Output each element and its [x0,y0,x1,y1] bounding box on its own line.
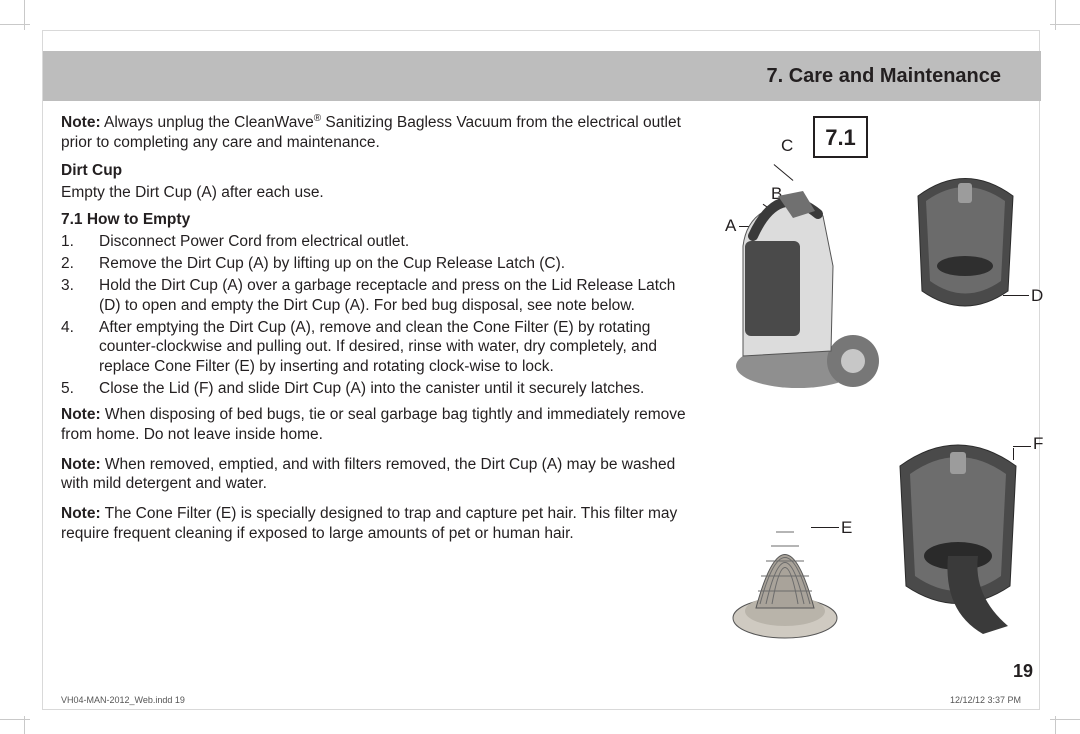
step-text: Disconnect Power Cord from electrical ou… [99,233,409,250]
step-item: 1. Disconnect Power Cord from electrical … [61,232,701,252]
step-number: 5. [61,379,91,399]
howto-heading: 7.1 How to Empty [61,210,701,230]
dirtcup-top-illustration [908,171,1023,321]
vacuum-illustration [723,186,883,396]
steps-list: 1. Disconnect Power Cord from electrical … [61,232,701,399]
crop-mark [0,719,30,720]
step-number: 1. [61,232,91,252]
step-text: Remove the Dirt Cup (A) by lifting up on… [99,255,565,272]
note-text: The Cone Filter (E) is specially designe… [61,505,677,542]
step-text: Hold the Dirt Cup (A) over a garbage rec… [99,277,675,314]
note-label: Note: [61,114,101,131]
step-number: 2. [61,254,91,274]
footer: VH04-MAN-2012_Web.indd 19 12/12/12 3:37 … [61,695,1021,705]
footer-left: VH04-MAN-2012_Web.indd 19 [61,695,185,705]
dirtcup-body: Empty the Dirt Cup (A) after each use. [61,183,701,203]
note-text: When disposing of bed bugs, tie or seal … [61,406,686,443]
section-header: 7. Care and Maintenance [43,51,1041,101]
step-item: 5. Close the Lid (F) and slide Dirt Cup (… [61,379,701,399]
note-2: Note: When disposing of bed bugs, tie or… [61,405,701,445]
cone-filter-illustration [728,496,843,646]
note-3: Note: When removed, emptied, and with fi… [61,455,701,495]
step-text: After emptying the Dirt Cup (A), remove … [99,319,657,376]
crop-mark [24,716,25,734]
figure-number: 7.1 [813,116,868,158]
step-item: 2. Remove the Dirt Cup (A) by lifting up … [61,254,701,274]
note-1: Note: Always unplug the CleanWave® Sanit… [61,113,701,153]
dirtcup-bottom-illustration [888,436,1028,636]
section-title: 7. Care and Maintenance [766,65,1001,88]
note-label: Note: [61,456,101,473]
step-number: 4. [61,318,91,338]
figure-7-1: 7.1 C B A D F E [713,116,1023,676]
dirtcup-heading: Dirt Cup [61,161,701,181]
page-number: 19 [1013,661,1033,682]
note-text: Always unplug the CleanWave [101,114,314,131]
footer-right: 12/12/12 3:37 PM [950,695,1021,705]
note-label: Note: [61,505,101,522]
callout-D: D [1031,286,1043,306]
reg-mark: ® [314,113,321,124]
body-text: Note: Always unplug the CleanWave® Sanit… [61,113,701,550]
crop-mark [1055,0,1056,30]
step-text: Close the Lid (F) and slide Dirt Cup (A)… [99,380,644,397]
note-4: Note: The Cone Filter (E) is specially d… [61,504,701,544]
callout-F: F [1033,434,1043,454]
crop-mark [0,24,30,25]
page-frame: 7. Care and Maintenance Note: Always unp… [42,30,1040,710]
note-text: When removed, emptied, and with filters … [61,456,675,493]
crop-mark [1055,716,1056,734]
step-item: 4. After emptying the Dirt Cup (A), remov… [61,318,701,377]
note-label: Note: [61,406,101,423]
callout-C: C [781,136,793,156]
leader-line [774,164,794,181]
step-number: 3. [61,276,91,296]
crop-mark [24,0,25,30]
step-item: 3. Hold the Dirt Cup (A) over a garbage r… [61,276,701,316]
